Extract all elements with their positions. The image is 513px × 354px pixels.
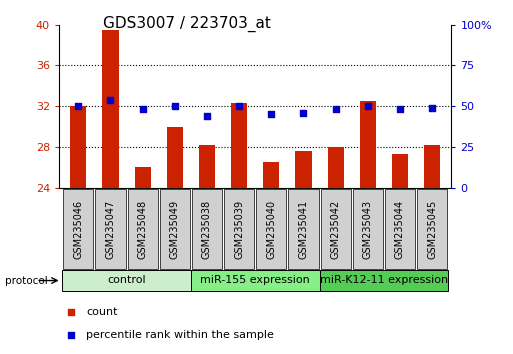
Point: [171, 103, 179, 109]
Text: GSM235043: GSM235043: [363, 200, 373, 259]
Text: GSM235041: GSM235041: [299, 200, 308, 259]
FancyBboxPatch shape: [417, 189, 447, 269]
Point: [331, 107, 340, 112]
FancyBboxPatch shape: [63, 189, 93, 269]
Point: [67, 309, 75, 315]
Text: miR-K12-11 expression: miR-K12-11 expression: [320, 275, 448, 285]
Point: [396, 107, 404, 112]
Text: control: control: [107, 275, 146, 285]
Bar: [167, 127, 183, 188]
Text: GSM235040: GSM235040: [266, 200, 277, 259]
Text: protocol: protocol: [5, 276, 48, 286]
Text: GSM235047: GSM235047: [106, 200, 115, 259]
Point: [139, 107, 147, 112]
Text: GSM235038: GSM235038: [202, 200, 212, 259]
Bar: [392, 154, 408, 188]
Bar: [103, 30, 119, 188]
Text: GSM235045: GSM235045: [427, 200, 437, 259]
FancyBboxPatch shape: [352, 189, 383, 269]
Text: GSM235049: GSM235049: [170, 200, 180, 259]
FancyBboxPatch shape: [288, 189, 319, 269]
Bar: [199, 145, 215, 188]
FancyBboxPatch shape: [191, 270, 320, 291]
Bar: [360, 101, 376, 188]
FancyBboxPatch shape: [224, 189, 254, 269]
FancyBboxPatch shape: [95, 189, 126, 269]
Bar: [263, 162, 280, 188]
Text: percentile rank within the sample: percentile rank within the sample: [87, 330, 274, 341]
Text: count: count: [87, 307, 118, 318]
Point: [67, 333, 75, 338]
FancyBboxPatch shape: [256, 189, 286, 269]
FancyBboxPatch shape: [160, 189, 190, 269]
Point: [203, 113, 211, 119]
FancyBboxPatch shape: [320, 270, 448, 291]
Bar: [424, 145, 440, 188]
Text: GSM235046: GSM235046: [73, 200, 83, 259]
Bar: [328, 147, 344, 188]
FancyBboxPatch shape: [385, 189, 415, 269]
Bar: [70, 106, 86, 188]
Bar: [231, 103, 247, 188]
Text: GSM235042: GSM235042: [331, 200, 341, 259]
Text: GSM235044: GSM235044: [395, 200, 405, 259]
Text: GDS3007 / 223703_at: GDS3007 / 223703_at: [103, 16, 270, 32]
Bar: [134, 167, 151, 188]
Text: GSM235048: GSM235048: [137, 200, 148, 259]
Point: [74, 103, 83, 109]
Point: [267, 112, 275, 117]
FancyBboxPatch shape: [62, 270, 191, 291]
Point: [300, 110, 308, 115]
Point: [106, 97, 114, 103]
FancyBboxPatch shape: [128, 189, 158, 269]
Point: [364, 103, 372, 109]
Point: [235, 103, 243, 109]
Text: miR-155 expression: miR-155 expression: [201, 275, 310, 285]
FancyBboxPatch shape: [321, 189, 351, 269]
FancyBboxPatch shape: [192, 189, 222, 269]
Text: GSM235039: GSM235039: [234, 200, 244, 259]
Point: [428, 105, 436, 111]
Bar: [295, 151, 311, 188]
